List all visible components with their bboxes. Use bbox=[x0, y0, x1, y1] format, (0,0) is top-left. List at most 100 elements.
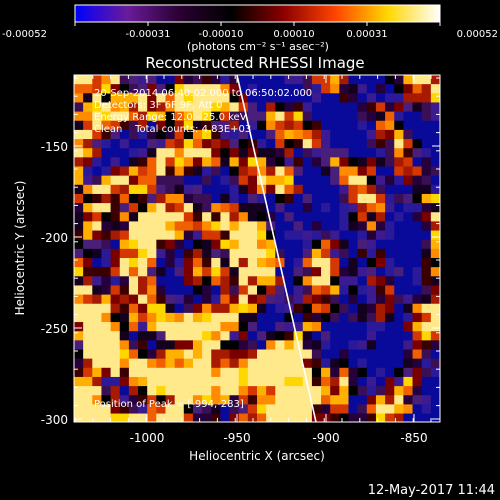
image-pixel bbox=[101, 148, 111, 158]
image-pixel bbox=[229, 303, 240, 314]
image-pixel bbox=[101, 230, 111, 241]
image-pixel bbox=[284, 248, 294, 259]
image-pixel bbox=[293, 331, 304, 341]
image-pixel bbox=[348, 129, 359, 140]
image-pixel bbox=[202, 276, 212, 286]
image-pixel bbox=[211, 331, 221, 341]
y-tick-label: -200 bbox=[41, 231, 68, 245]
image-pixel bbox=[202, 331, 212, 341]
image-pixel bbox=[192, 157, 203, 167]
image-pixel bbox=[74, 230, 84, 241]
image-pixel bbox=[257, 322, 267, 332]
image-pixel bbox=[92, 193, 102, 204]
image-pixel bbox=[293, 111, 304, 122]
image-pixel bbox=[421, 93, 432, 103]
image-pixel bbox=[74, 221, 84, 231]
image-pixel bbox=[192, 258, 203, 268]
image-pixel bbox=[375, 349, 386, 360]
image-pixel bbox=[238, 376, 249, 387]
image-pixel bbox=[138, 349, 148, 360]
image-pixel bbox=[348, 404, 359, 414]
image-pixel bbox=[128, 395, 139, 405]
image-pixel bbox=[257, 203, 267, 213]
image-pixel bbox=[430, 386, 440, 396]
image-pixel bbox=[229, 148, 240, 158]
image-pixel bbox=[257, 120, 267, 131]
image-pixel bbox=[238, 148, 249, 158]
image-pixel bbox=[202, 203, 212, 213]
image-pixel bbox=[74, 157, 84, 167]
image-pixel bbox=[165, 184, 176, 195]
image-pixel bbox=[421, 102, 432, 112]
image-pixel bbox=[366, 376, 377, 387]
image-pixel bbox=[229, 239, 240, 250]
image-pixel bbox=[293, 303, 304, 314]
image-pixel bbox=[348, 239, 359, 250]
image-pixel bbox=[394, 376, 404, 387]
image-pixel bbox=[192, 276, 203, 286]
colorbar-tick-label: -0.00052 bbox=[2, 29, 47, 40]
image-pixel bbox=[183, 294, 194, 305]
image-pixel bbox=[348, 267, 359, 277]
image-pixel bbox=[211, 395, 221, 405]
image-pixel bbox=[394, 267, 404, 277]
image-pixel bbox=[101, 294, 111, 305]
image-pixel bbox=[403, 203, 413, 213]
image-pixel bbox=[430, 267, 440, 277]
image-pixel bbox=[165, 358, 176, 369]
image-pixel bbox=[138, 367, 148, 378]
image-pixel bbox=[74, 340, 84, 350]
image-pixel bbox=[257, 221, 267, 231]
image-pixel bbox=[174, 139, 185, 149]
y-tick-label: -300 bbox=[41, 413, 68, 427]
image-pixel bbox=[101, 322, 111, 332]
image-pixel bbox=[192, 294, 203, 305]
image-pixel bbox=[266, 120, 276, 131]
image-pixel bbox=[430, 276, 440, 286]
image-pixel bbox=[128, 157, 139, 167]
image-pixel bbox=[266, 303, 276, 314]
image-pixel bbox=[211, 386, 221, 396]
image-pixel bbox=[266, 212, 276, 222]
image-pixel bbox=[403, 75, 413, 85]
image-pixel bbox=[366, 285, 377, 295]
image-pixel bbox=[110, 221, 121, 231]
image-pixel bbox=[412, 75, 423, 85]
image-pixel bbox=[385, 258, 395, 268]
image-pixel bbox=[202, 358, 212, 369]
image-pixel bbox=[266, 376, 276, 387]
image-pixel bbox=[339, 212, 349, 222]
image-pixel bbox=[412, 193, 423, 204]
image-pixel bbox=[330, 248, 340, 259]
image-pixel bbox=[165, 93, 176, 103]
image-pixel bbox=[101, 102, 111, 112]
image-pixel bbox=[211, 404, 221, 414]
image-pixel bbox=[165, 376, 176, 387]
image-pixel bbox=[165, 349, 176, 360]
image-pixel bbox=[156, 129, 166, 140]
image-pixel bbox=[211, 120, 221, 131]
image-pixel bbox=[302, 75, 313, 85]
image-pixel bbox=[165, 175, 176, 186]
image-pixel bbox=[311, 331, 322, 341]
image-pixel bbox=[202, 395, 212, 405]
image-pixel bbox=[339, 404, 349, 414]
image-pixel bbox=[412, 376, 423, 387]
image-pixel bbox=[83, 203, 93, 213]
image-pixel bbox=[128, 258, 139, 268]
image-pixel bbox=[147, 221, 157, 231]
image-pixel bbox=[156, 157, 166, 167]
image-pixel bbox=[74, 84, 84, 94]
image-pixel bbox=[229, 184, 240, 195]
plot-frame bbox=[73, 74, 441, 423]
image-pixel bbox=[174, 322, 185, 332]
image-pixel bbox=[238, 221, 249, 231]
image-pixel bbox=[257, 212, 267, 222]
image-pixel bbox=[266, 93, 276, 103]
image-pixel bbox=[247, 129, 258, 140]
image-pixel bbox=[92, 267, 102, 277]
image-pixel bbox=[110, 276, 121, 286]
image-pixel bbox=[138, 312, 148, 323]
image-pixel bbox=[394, 239, 404, 250]
image-pixel bbox=[321, 248, 331, 259]
